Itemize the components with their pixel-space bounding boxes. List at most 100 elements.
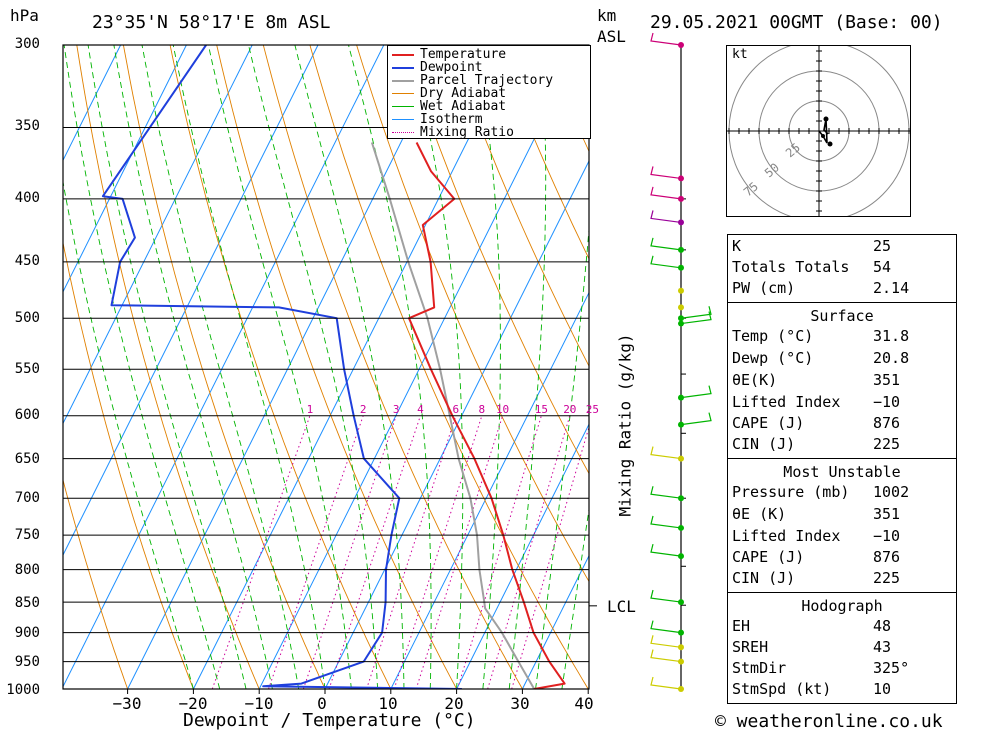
index-row: CAPE (J) 876: [732, 548, 901, 566]
plevel-label: 900: [14, 625, 40, 641]
legend-item-dry-adiabat: Dry Adiabat: [388, 86, 506, 101]
plevel-label: 550: [14, 361, 40, 377]
wet-adiabat-line: [294, 45, 405, 689]
dry-adiabat-line: [402, 45, 589, 475]
wind-barb: [680, 412, 712, 426]
x-tick-label: 0: [317, 694, 327, 713]
index-row: Dewp (°C) 20.8: [732, 349, 910, 367]
legend-item-wet-adiabat: Wet Adiabat: [388, 99, 506, 114]
wet-adiabat-line: [348, 45, 432, 689]
dry-adiabat-line: [63, 478, 129, 689]
mixing-ratio-line: [328, 415, 421, 689]
lcl-label: LCL: [607, 597, 636, 616]
wind-barb-shaft: [650, 446, 682, 460]
hodograph-ring-label: 50: [762, 160, 782, 180]
indices-surface-box: Surface Temp (°C) 31.8 Dewp (°C) 20.8 θE(K…: [727, 302, 957, 460]
wind-barb-shaft: [650, 589, 682, 603]
wind-barb-shaft: [650, 515, 682, 529]
wind-barb: [650, 635, 682, 648]
mixing-ratio-line: [268, 415, 364, 689]
wind-barb: [650, 237, 682, 251]
plevel-label: 500: [14, 310, 40, 326]
plevel-label: 800: [14, 562, 40, 578]
wind-barb-shaft: [650, 166, 682, 180]
copyright-link[interactable]: © weatheronline.co.uk: [715, 711, 943, 732]
wind-barb: [650, 676, 682, 690]
wind-barb-shaft: [650, 486, 682, 499]
index-row: CAPE (J) 876: [732, 414, 901, 432]
datetime-title: 29.05.2021 00GMT (Base: 00): [650, 12, 943, 33]
wind-barb-shaft: [680, 311, 712, 325]
wet-adiabat-line: [535, 224, 589, 689]
isotherm-line: [127, 45, 451, 689]
dry-adiabat-line: [122, 45, 326, 689]
dry-adiabat-line: [76, 45, 260, 689]
mixing-ratio-line: [302, 415, 397, 689]
isotherm-line: [324, 159, 589, 689]
isotherm-line: [456, 423, 589, 689]
mixing-ratio-label: 8: [479, 403, 486, 416]
hodograph-panel: kt 25 50 75: [726, 45, 911, 217]
wind-barb: [650, 620, 682, 634]
index-row: EH 48: [732, 617, 892, 635]
mixing-ratio-label: 10: [496, 403, 509, 416]
wind-barb: [650, 210, 682, 224]
legend-item-dewpoint: Dewpoint: [388, 60, 483, 75]
index-row: θE (K) 351: [732, 505, 901, 523]
x-tick-label: −10: [244, 694, 274, 713]
mixing-ratio-label: 4: [417, 403, 424, 416]
temperature-line: [408, 142, 566, 689]
wind-barb: [650, 446, 682, 460]
wind-barb-shaft: [650, 237, 682, 251]
plevel-label: 700: [14, 490, 40, 506]
wind-barb-shaft: [650, 543, 682, 557]
wind-barb: [650, 543, 682, 557]
wind-barb: [650, 486, 682, 499]
index-row: CIN (J) 225: [732, 569, 901, 587]
isotherm-line: [63, 45, 122, 162]
dry-adiabat-line: [0, 45, 62, 689]
legend: Temperature Dewpoint Parcel Trajectory D…: [387, 45, 591, 140]
wind-barb-shaft: [650, 186, 682, 200]
plevel-label: 650: [14, 451, 40, 467]
x-tick-label: 40: [574, 694, 594, 713]
dry-adiabat-line: [963, 45, 1000, 689]
x-tick-label: 30: [510, 694, 530, 713]
isotherm-line: [390, 291, 589, 689]
plevel-label: 850: [14, 595, 40, 611]
plevel-label: 400: [14, 190, 40, 206]
mixing-ratio-line: [211, 415, 311, 689]
mixing-ratio-line: [415, 415, 504, 689]
wet-adiabat-line: [63, 45, 221, 689]
x-tick-label: 10: [378, 694, 398, 713]
plevel-label: 600: [14, 407, 40, 423]
dry-adiabat-line: [63, 240, 194, 689]
wind-barb-shaft: [650, 255, 682, 269]
mixing-ratio-label: 15: [535, 403, 548, 416]
plevel-label: 300: [14, 36, 40, 52]
mixing-ratio-label: 6: [453, 403, 460, 416]
wet-adiabat-line: [172, 45, 326, 689]
index-row: K 25: [732, 237, 892, 255]
wet-adiabat-line: [508, 45, 547, 689]
hodograph-ring-label: 25: [783, 140, 803, 160]
wind-level-dot: [678, 304, 684, 311]
isotherm-line: [0, 45, 55, 689]
x-tick-label: −20: [178, 694, 208, 713]
wind-barb: [650, 515, 682, 529]
hodograph-section-title: Hodograph: [801, 597, 883, 615]
wind-barb: [650, 255, 682, 269]
plevel-label: 950: [14, 654, 40, 670]
wind-barb-shaft: [650, 676, 682, 690]
wet-adiabat-line: [207, 45, 352, 689]
wind-barb-shaft: [680, 412, 712, 426]
wind-barb: [650, 589, 682, 603]
plot-frame: [62, 44, 590, 690]
surface-section-title: Surface: [810, 307, 874, 325]
mixing-ratio-line: [393, 415, 483, 689]
wet-adiabat-line: [87, 45, 247, 689]
mixing-ratio-label: 2: [360, 403, 367, 416]
x-tick-label: −30: [112, 694, 142, 713]
legend-item-mixing-ratio: Mixing Ratio: [388, 125, 514, 140]
wet-adiabat-line: [141, 45, 300, 689]
